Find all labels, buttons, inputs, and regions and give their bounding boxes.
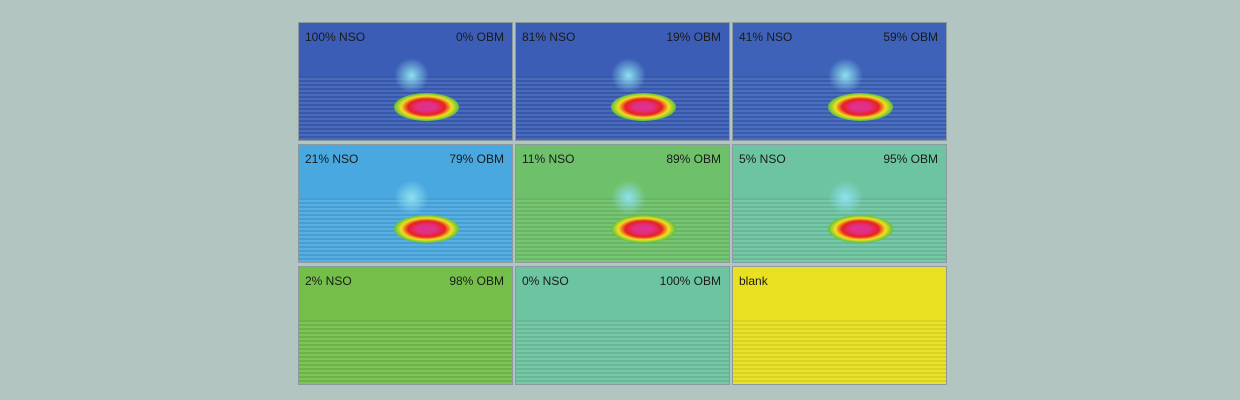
spectrum-panel: 2% NSO 98% OBM <box>298 266 513 385</box>
plume <box>394 180 429 215</box>
nso-label: 5% NSO <box>739 152 786 166</box>
peak <box>828 93 893 121</box>
obm-label: 79% OBM <box>449 152 504 166</box>
plume <box>828 58 863 93</box>
nso-label: 100% NSO <box>305 30 366 44</box>
noise-band <box>733 319 946 384</box>
spectrum-panel: 100% NSO 0% OBM <box>298 22 513 141</box>
spectrum-panel: 11% NSO 89% OBM <box>515 144 730 263</box>
noise-band <box>299 319 512 384</box>
plume <box>611 58 646 93</box>
spectrum-panel: 0% NSO 100% OBM <box>515 266 730 385</box>
peak <box>828 215 893 243</box>
nso-label: 0% NSO <box>522 274 569 288</box>
nso-label: 41% NSO <box>739 30 793 44</box>
obm-label: 100% OBM <box>659 274 721 288</box>
obm-label: 95% OBM <box>883 152 938 166</box>
noise-band <box>516 319 729 384</box>
nso-label: 21% NSO <box>305 152 359 166</box>
spectrum-panel: 21% NSO 79% OBM <box>298 144 513 263</box>
spectrum-panel: blank <box>732 266 947 385</box>
plume <box>828 180 863 215</box>
obm-label: 19% OBM <box>666 30 721 44</box>
nso-label: 2% NSO <box>305 274 352 288</box>
spectrum-panel: 5% NSO 95% OBM <box>732 144 947 263</box>
plume <box>394 58 429 93</box>
nso-label: blank <box>739 274 768 288</box>
spectrum-panel: 41% NSO 59% OBM <box>732 22 947 141</box>
peak <box>611 215 676 243</box>
obm-label: 98% OBM <box>449 274 504 288</box>
peak <box>394 215 459 243</box>
plume <box>611 180 646 215</box>
obm-label: 89% OBM <box>666 152 721 166</box>
nso-label: 11% NSO <box>522 152 575 166</box>
obm-label: 0% OBM <box>455 30 504 44</box>
peak <box>394 93 459 121</box>
obm-label: 59% OBM <box>883 30 938 44</box>
peak <box>611 93 676 121</box>
spectrum-panel: 81% NSO 19% OBM <box>515 22 730 141</box>
nso-label: 81% NSO <box>522 30 576 44</box>
